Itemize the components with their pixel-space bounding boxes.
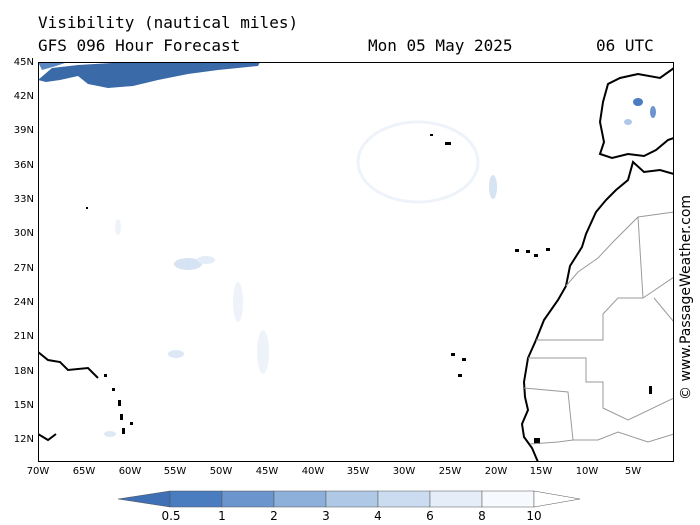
- legend-label: 3: [322, 509, 330, 523]
- visibility-map: [38, 62, 674, 462]
- legend-swatch: [429, 490, 483, 508]
- legend-swatch: [273, 490, 327, 508]
- lon-label: 15W: [529, 466, 553, 477]
- forecast-date: Mon 05 May 2025: [368, 36, 513, 55]
- lat-label: 12N: [13, 434, 34, 445]
- legend-swatch-gt10: [533, 490, 581, 508]
- website-credit: © www.PassageWeather.com: [678, 194, 694, 400]
- map-title: Visibility (nautical miles): [38, 13, 299, 32]
- lon-label: 50W: [209, 466, 233, 477]
- lon-label: 10W: [575, 466, 599, 477]
- ocean-background: [38, 62, 674, 462]
- legend-label: 6: [426, 509, 434, 523]
- lon-label: 55W: [163, 466, 187, 477]
- legend-swatch: [169, 490, 223, 508]
- lat-label: 33N: [13, 194, 34, 205]
- lon-label: 60W: [118, 466, 142, 477]
- lon-label: 45W: [255, 466, 279, 477]
- country-borders: [523, 211, 674, 445]
- visibility-legend: [118, 490, 581, 508]
- lat-label: 42N: [13, 91, 34, 102]
- forecast-subtitle: GFS 096 Hour Forecast: [38, 36, 241, 55]
- legend-label: 10: [526, 509, 542, 523]
- legend-swatch: [377, 490, 431, 508]
- lat-label: 21N: [13, 331, 34, 342]
- legend-label: 8: [478, 509, 486, 523]
- legend-label: 2: [270, 509, 278, 523]
- legend-label: 0.5: [161, 509, 181, 523]
- legend-swatch: [221, 490, 275, 508]
- lon-label: 70W: [26, 466, 50, 477]
- legend-swatch: [481, 490, 535, 508]
- lat-label: 45N: [13, 57, 34, 68]
- lon-label: 25W: [438, 466, 462, 477]
- lat-label: 39N: [13, 125, 34, 136]
- dense-fog-band: [38, 62, 260, 88]
- forecast-time: 06 UTC: [596, 36, 654, 55]
- lon-label: 20W: [484, 466, 508, 477]
- legend-swatch: [325, 490, 379, 508]
- islands: [86, 134, 652, 444]
- lat-label: 18N: [13, 366, 34, 377]
- lon-label: 40W: [301, 466, 325, 477]
- caribbean-coast: [38, 351, 99, 379]
- legend-label: 4: [374, 509, 382, 523]
- lon-label: 35W: [346, 466, 370, 477]
- lat-label: 36N: [13, 160, 34, 171]
- legend-swatch-lt05: [118, 490, 171, 508]
- lat-label: 30N: [13, 228, 34, 239]
- lon-label: 65W: [72, 466, 96, 477]
- lat-label: 24N: [13, 297, 34, 308]
- lon-label: 5W: [624, 466, 642, 477]
- fog-layer: [38, 62, 656, 437]
- lat-label: 27N: [13, 263, 34, 274]
- legend-label: 1: [218, 509, 226, 523]
- lat-label: 15N: [13, 400, 34, 411]
- iberia-coast: [598, 67, 674, 160]
- lon-label: 30W: [392, 466, 416, 477]
